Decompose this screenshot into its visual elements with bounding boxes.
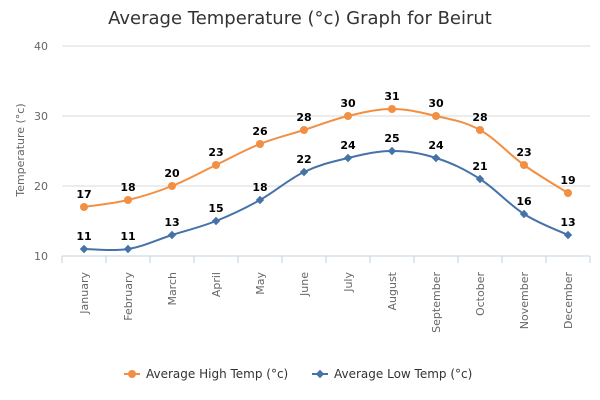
y-tick-label: 10 bbox=[34, 250, 48, 263]
legend: Average High Temp (°c) Average Low Temp (… bbox=[124, 367, 472, 381]
data-label: 28 bbox=[472, 111, 487, 124]
data-point bbox=[255, 195, 265, 205]
data-point bbox=[475, 174, 485, 184]
series-line bbox=[83, 107, 569, 208]
data-point bbox=[168, 182, 176, 190]
data-label: 26 bbox=[252, 125, 268, 138]
data-label: 13 bbox=[560, 216, 575, 229]
data-label: 13 bbox=[164, 216, 179, 229]
data-point bbox=[80, 203, 88, 211]
x-tick-label: May bbox=[254, 272, 267, 295]
legend-marker bbox=[315, 369, 325, 379]
x-tick-label: April bbox=[210, 272, 223, 297]
data-label: 11 bbox=[76, 230, 91, 243]
data-label: 17 bbox=[76, 188, 91, 201]
data-label: 18 bbox=[252, 181, 267, 194]
legend-item[interactable]: Average High Temp (°c) bbox=[124, 367, 288, 381]
data-label: 24 bbox=[340, 139, 356, 152]
x-tick-label: September bbox=[430, 272, 443, 333]
grid-lines bbox=[62, 45, 590, 187]
data-label: 21 bbox=[472, 160, 487, 173]
data-point bbox=[563, 230, 573, 240]
y-axis-label: Temperature (°c) bbox=[14, 103, 27, 197]
data-point bbox=[476, 126, 484, 134]
x-tick-label: February bbox=[122, 272, 135, 321]
legend-marker bbox=[128, 370, 136, 378]
data-label: 30 bbox=[428, 97, 444, 110]
x-tick-labels: January February March April May June July Augu… bbox=[78, 271, 575, 332]
series-markers bbox=[79, 105, 573, 254]
x-tick-label: March bbox=[166, 272, 179, 306]
data-point bbox=[431, 153, 441, 163]
data-point bbox=[123, 244, 133, 254]
data-label: 23 bbox=[208, 146, 223, 159]
axes bbox=[61, 255, 591, 263]
data-point bbox=[212, 161, 220, 169]
data-label: 11 bbox=[120, 230, 135, 243]
data-point bbox=[211, 216, 221, 226]
x-tick-label: November bbox=[518, 272, 531, 330]
y-tick-label: 30 bbox=[34, 110, 48, 123]
legend-label: Average High Temp (°c) bbox=[146, 367, 288, 381]
x-tick-label: July bbox=[342, 272, 355, 293]
y-tick-labels: 10 20 30 40 bbox=[34, 40, 48, 263]
data-point bbox=[387, 146, 397, 156]
data-label: 15 bbox=[208, 202, 223, 215]
data-labels: 17 18 20 23 26 28 30 31 30 28 23 19 11 11 13 15 18 22 24 25… bbox=[76, 90, 575, 243]
series-line bbox=[83, 149, 569, 252]
y-tick-label: 40 bbox=[34, 40, 48, 53]
data-label: 20 bbox=[164, 167, 180, 180]
chart-title: Average Temperature (°c) Graph for Beiru… bbox=[108, 8, 492, 29]
data-label: 23 bbox=[516, 146, 531, 159]
data-label: 30 bbox=[340, 97, 356, 110]
x-tick-label: October bbox=[474, 272, 487, 316]
data-label: 28 bbox=[296, 111, 311, 124]
x-tick-label: June bbox=[298, 272, 311, 297]
x-tick-label: August bbox=[386, 271, 399, 310]
data-point bbox=[520, 161, 528, 169]
data-label: 16 bbox=[516, 195, 532, 208]
data-point bbox=[79, 244, 89, 254]
data-label: 19 bbox=[560, 174, 575, 187]
y-tick-label: 20 bbox=[34, 180, 48, 193]
data-point bbox=[564, 189, 572, 197]
data-label: 31 bbox=[384, 90, 399, 103]
data-point bbox=[124, 196, 132, 204]
data-point bbox=[300, 126, 308, 134]
data-label: 24 bbox=[428, 139, 444, 152]
data-point bbox=[299, 167, 309, 177]
data-point bbox=[519, 209, 529, 219]
data-point bbox=[388, 105, 396, 113]
series-lines bbox=[83, 107, 569, 252]
legend-label: Average Low Temp (°c) bbox=[334, 367, 472, 381]
data-point bbox=[343, 153, 353, 163]
legend-item[interactable]: Average Low Temp (°c) bbox=[312, 367, 472, 381]
data-point bbox=[344, 112, 352, 120]
data-point bbox=[256, 140, 264, 148]
data-label: 25 bbox=[384, 132, 399, 145]
data-point bbox=[167, 230, 177, 240]
data-label: 22 bbox=[296, 153, 311, 166]
data-point bbox=[432, 112, 440, 120]
data-label: 18 bbox=[120, 181, 135, 194]
x-tick-label: January bbox=[78, 272, 91, 315]
x-tick-label: December bbox=[562, 272, 575, 330]
